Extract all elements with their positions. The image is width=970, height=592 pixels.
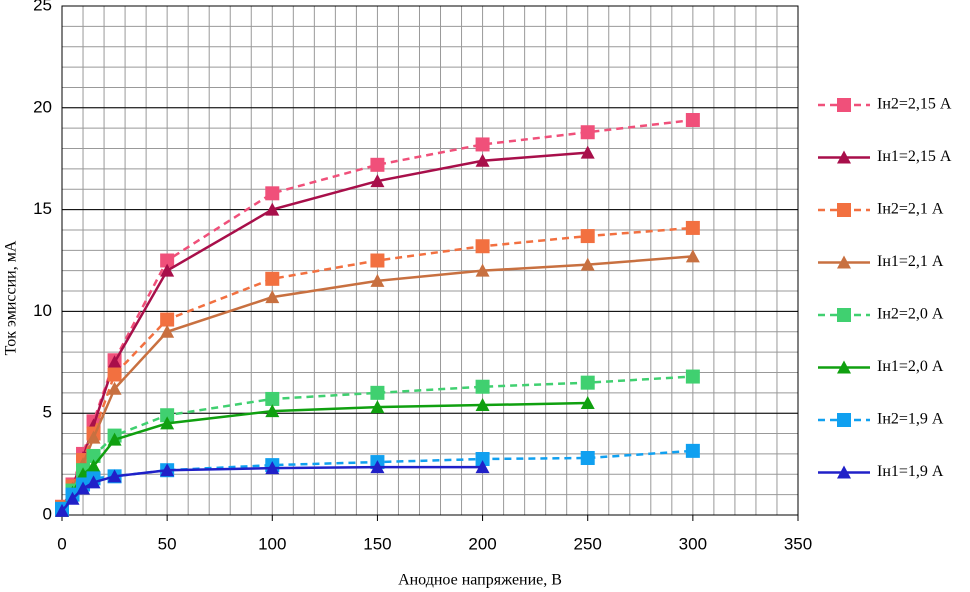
series-line <box>60 151 588 510</box>
marker <box>86 475 101 489</box>
legend-marker <box>837 203 851 217</box>
marker <box>86 459 101 473</box>
marker <box>55 503 69 517</box>
legend-marker <box>837 360 851 374</box>
marker <box>76 467 91 481</box>
x-tick-label: 350 <box>784 534 812 553</box>
marker <box>265 271 280 286</box>
marker <box>475 398 490 412</box>
marker <box>370 157 385 172</box>
legend-label: Iн1=2,1 А <box>877 253 944 270</box>
marker <box>685 443 700 458</box>
y-tick-label: 25 <box>33 0 52 14</box>
marker <box>76 481 91 495</box>
marker <box>65 491 80 505</box>
marker <box>265 290 280 304</box>
x-tick-label: 300 <box>679 534 707 553</box>
marker <box>475 239 490 254</box>
marker <box>580 229 595 244</box>
legend-label: Iн2=2,1 А <box>877 201 944 218</box>
marker <box>475 153 490 167</box>
marker <box>370 400 385 414</box>
marker <box>107 381 122 395</box>
marker <box>580 375 595 390</box>
x-tick-label: 0 <box>57 534 66 553</box>
marker <box>580 257 595 271</box>
marker <box>685 369 700 384</box>
marker <box>580 125 595 140</box>
marker <box>475 379 490 394</box>
marker <box>685 113 700 128</box>
marker <box>160 312 175 327</box>
marker <box>107 367 122 382</box>
marker <box>580 450 595 465</box>
marker <box>86 430 101 444</box>
legend-label: Iн2=1,9 А <box>877 411 944 428</box>
legend-marker <box>837 255 851 269</box>
marker <box>160 263 175 277</box>
x-tick-label: 200 <box>468 534 496 553</box>
x-tick-label: 50 <box>158 534 177 553</box>
marker <box>685 220 700 235</box>
marker <box>107 469 122 483</box>
y-tick-label: 20 <box>33 97 52 116</box>
legend-marker <box>837 413 851 427</box>
legend-marker <box>837 150 851 164</box>
marker <box>265 404 280 418</box>
marker <box>265 202 280 216</box>
marker <box>580 145 595 159</box>
marker <box>160 416 175 430</box>
marker <box>370 460 385 474</box>
marker <box>160 463 175 477</box>
marker <box>107 355 122 369</box>
y-tick-label: 10 <box>33 301 52 320</box>
x-axis-label: Анодное напряжение, В <box>398 572 562 589</box>
marker <box>475 452 490 467</box>
marker <box>107 432 122 446</box>
marker <box>370 385 385 400</box>
marker <box>160 253 175 268</box>
marker <box>685 249 700 263</box>
legend-label: Iн1=2,0 А <box>877 358 944 375</box>
marker <box>265 461 280 475</box>
marker <box>475 263 490 277</box>
marker <box>370 253 385 268</box>
legend-label: Iн2=2,15 А <box>877 96 952 113</box>
marker <box>265 186 280 201</box>
x-tick-label: 100 <box>258 534 286 553</box>
marker <box>370 273 385 287</box>
y-tick-label: 5 <box>43 403 52 422</box>
legend-marker <box>837 308 851 322</box>
y-axis-label: Ток эмиссии, мА <box>3 240 20 355</box>
plot-frame <box>61 5 799 516</box>
marker <box>475 137 490 152</box>
marker <box>86 448 101 463</box>
y-tick-label: 15 <box>33 199 52 218</box>
x-tick-label: 150 <box>363 534 391 553</box>
marker <box>370 174 385 188</box>
marker <box>160 408 175 423</box>
legend-marker <box>837 465 851 479</box>
marker <box>160 324 175 338</box>
legend-label: Iн2=2,0 А <box>877 306 944 323</box>
legend-label: Iн1=2,15 А <box>877 148 952 165</box>
legend-marker <box>837 98 851 112</box>
marker <box>475 460 490 474</box>
y-tick-label: 0 <box>43 504 52 523</box>
marker <box>580 396 595 410</box>
x-tick-label: 250 <box>574 534 602 553</box>
marker <box>265 391 280 406</box>
legend-label: Iн1=1,9 А <box>877 463 944 480</box>
